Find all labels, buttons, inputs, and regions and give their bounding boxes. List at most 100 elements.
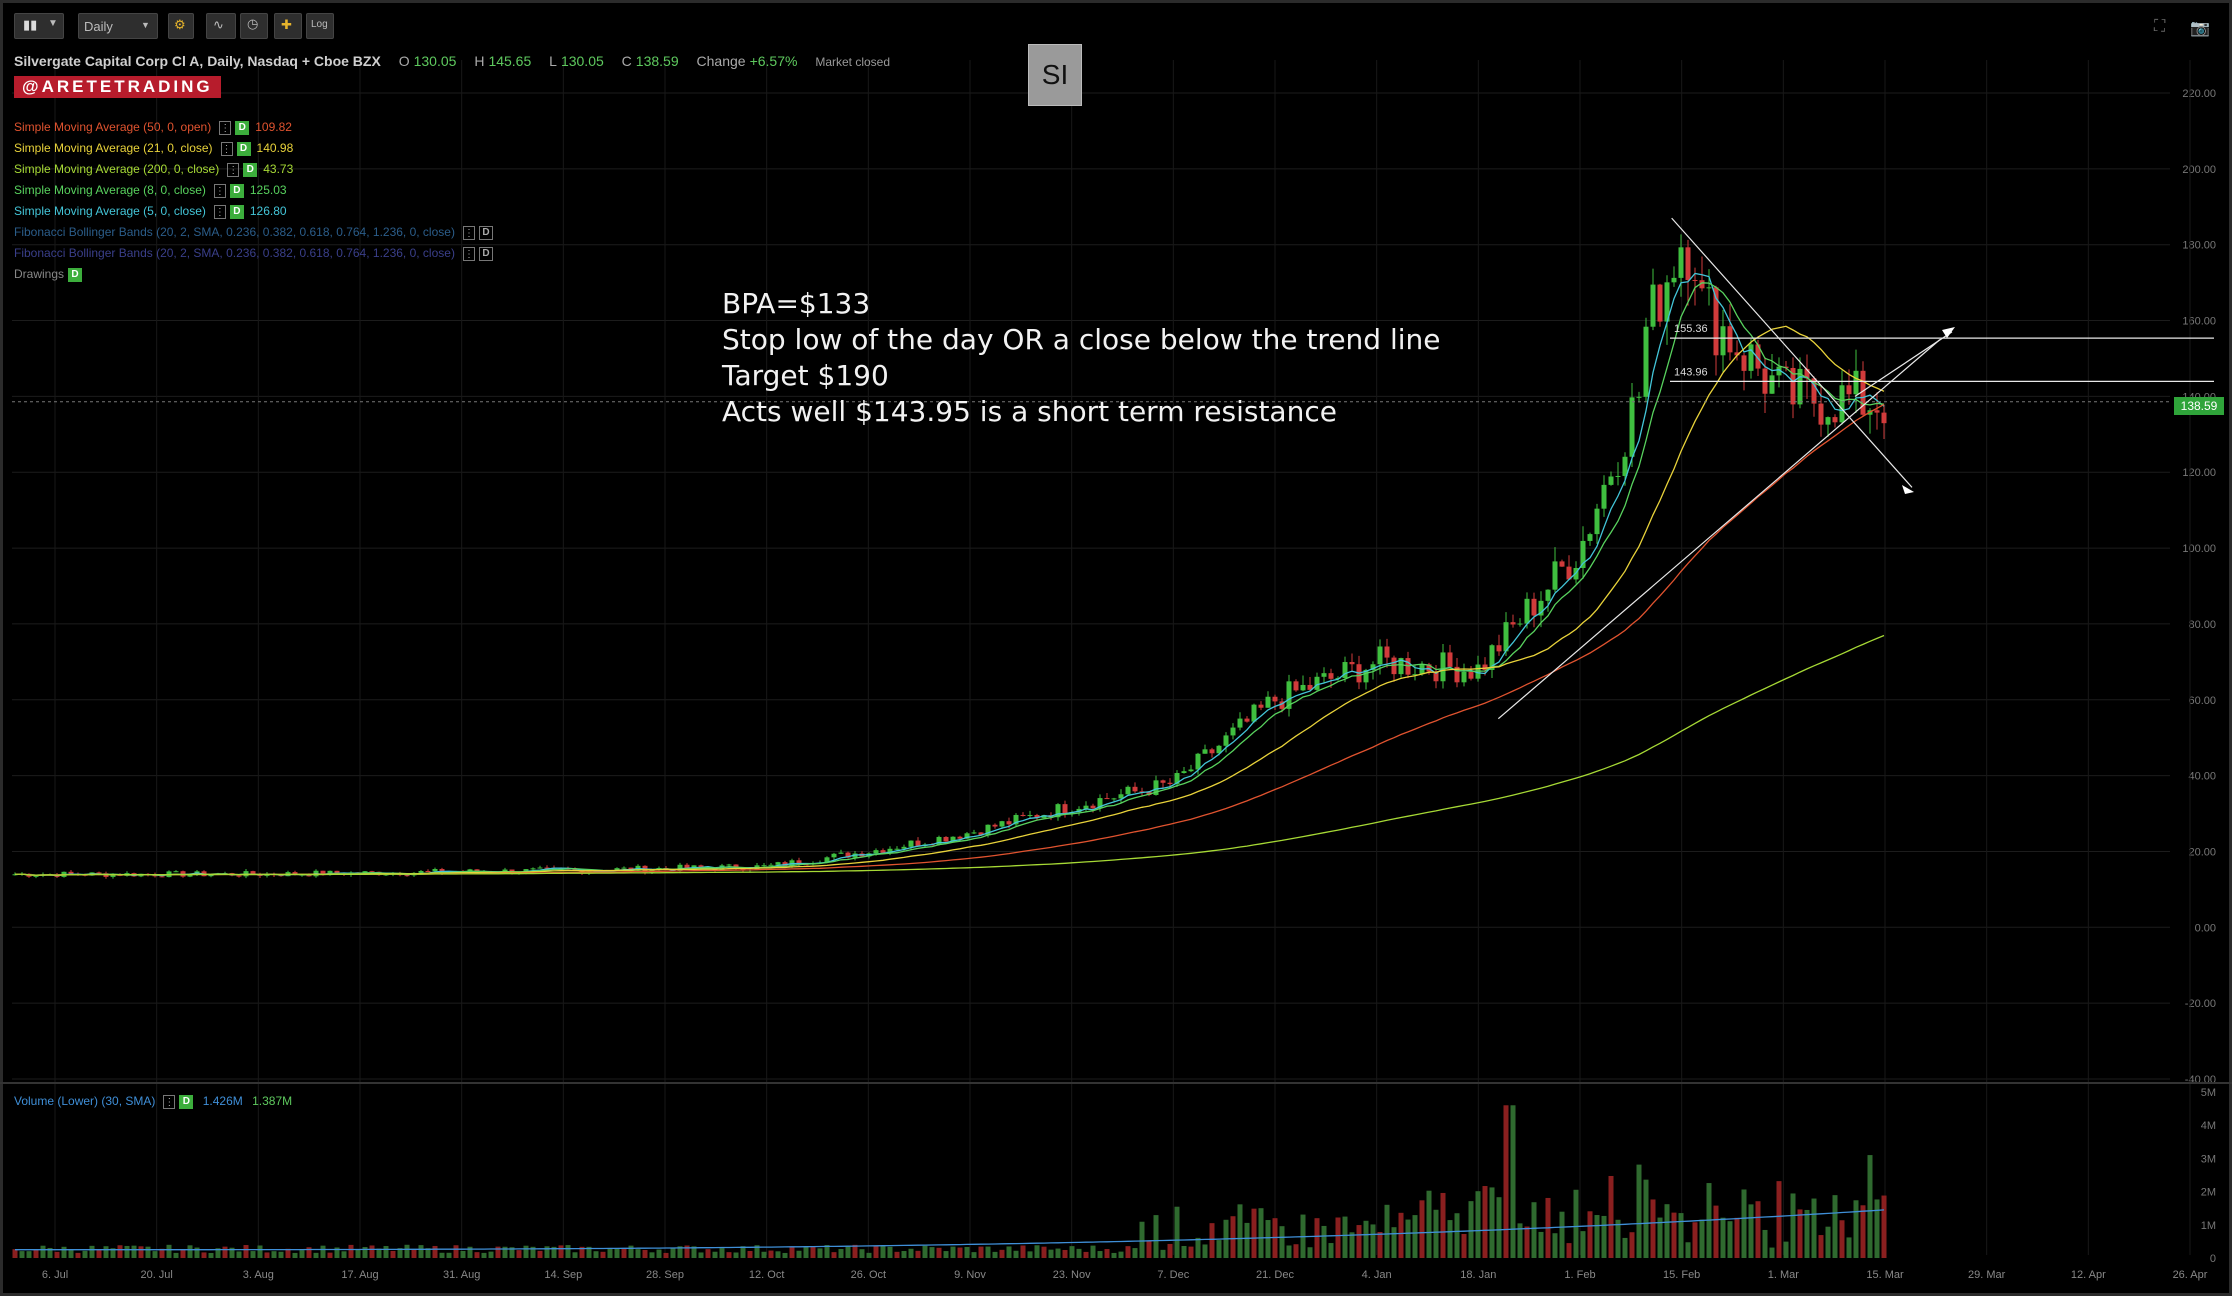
study-d-button[interactable]: D xyxy=(236,141,251,156)
volume-bar xyxy=(1090,1245,1096,1258)
volume-bar xyxy=(383,1246,389,1258)
candle-body xyxy=(1125,786,1131,795)
x-tick-label: 23. Nov xyxy=(1053,1269,1091,1281)
x-tick-label: 29. Mar xyxy=(1968,1269,2006,1281)
volume-bar xyxy=(712,1251,718,1258)
info-icon[interactable]: ⋮ xyxy=(163,1094,176,1109)
candle-body xyxy=(1846,385,1852,395)
volume-bar xyxy=(411,1249,417,1258)
study-d-button[interactable]: D xyxy=(235,120,250,135)
info-icon[interactable]: ⋮ xyxy=(213,204,226,219)
candle-body xyxy=(1349,662,1355,665)
candle-body xyxy=(873,850,879,854)
volume-bar xyxy=(327,1252,333,1258)
study-fib-bb-1[interactable]: Fibonacci Bollinger Bands (20, 2, SMA, 0… xyxy=(14,223,493,244)
info-icon[interactable]: ⋮ xyxy=(213,183,226,198)
study-fib-bb-2[interactable]: Fibonacci Bollinger Bands (20, 2, SMA, 0… xyxy=(14,244,493,265)
study-d-button[interactable]: D xyxy=(229,204,244,219)
volume-value-2: 1.387M xyxy=(252,1094,293,1108)
volume-bar xyxy=(397,1248,403,1258)
candles-icon: ▮▮ xyxy=(23,17,38,32)
study-sma-8[interactable]: Simple Moving Average (8, 0, close) ⋮ D 125… xyxy=(14,181,493,202)
chart-type-button[interactable]: ▮▮ ▼ xyxy=(14,13,64,39)
fullscreen-icon[interactable]: ⛶ xyxy=(2154,18,2166,35)
volume-legend[interactable]: Volume (Lower) (30, SMA) ⋮ D 1.426M 1.387M xyxy=(14,1094,292,1109)
candle-body xyxy=(1776,366,1782,376)
candle-body xyxy=(1300,684,1306,691)
volume-bar xyxy=(1118,1251,1124,1258)
volume-bar xyxy=(1755,1201,1761,1258)
candle-body xyxy=(1524,598,1530,624)
drawing-tools-button[interactable]: ✚ xyxy=(274,13,302,39)
volume-bar xyxy=(628,1245,634,1258)
study-sma-50[interactable]: Simple Moving Average (50, 0, open) ⋮ D 109… xyxy=(14,118,493,139)
info-icon[interactable]: ⋮ xyxy=(227,162,240,177)
volume-bar xyxy=(1034,1245,1040,1258)
candle-body xyxy=(1202,749,1208,754)
volume-tick-label: 1M xyxy=(2201,1220,2216,1232)
volume-bar xyxy=(950,1246,956,1258)
candle-body xyxy=(1797,368,1803,405)
candle-body xyxy=(1552,561,1558,590)
info-icon[interactable]: ⋮ xyxy=(462,225,475,240)
camera-icon[interactable]: 📷 xyxy=(2190,20,2210,37)
volume-bar xyxy=(600,1251,606,1258)
study-sma-200[interactable]: Simple Moving Average (200, 0, close) ⋮ D 4… xyxy=(14,160,493,181)
y-tick-label: 20.00 xyxy=(2188,846,2216,858)
volume-bar xyxy=(929,1247,935,1258)
study-d-button[interactable]: D xyxy=(478,246,493,261)
volume-bar xyxy=(1055,1248,1061,1258)
volume-bar xyxy=(1566,1243,1572,1258)
candle-body xyxy=(915,840,921,846)
candle-body xyxy=(1538,600,1544,616)
time-button[interactable]: ◷ xyxy=(240,13,268,39)
info-icon[interactable]: ⋮ xyxy=(220,141,233,156)
volume-bar xyxy=(768,1250,774,1258)
log-scale-button[interactable]: Log xyxy=(306,13,334,39)
volume-tick-label: 2M xyxy=(2201,1187,2216,1199)
volume-bar xyxy=(621,1248,627,1258)
volume-bar xyxy=(131,1245,137,1258)
candle-body xyxy=(1293,681,1299,691)
volume-bar xyxy=(845,1245,851,1258)
volume-bar xyxy=(278,1251,284,1258)
study-d-button[interactable]: D xyxy=(68,267,83,282)
x-tick-label: 28. Sep xyxy=(646,1269,684,1281)
settings-button[interactable]: ⚙ xyxy=(168,13,194,39)
volume-bar xyxy=(782,1252,788,1258)
candle-body xyxy=(1566,566,1572,580)
volume-bar xyxy=(1636,1164,1642,1258)
indicators-button[interactable]: ∿ xyxy=(206,13,236,39)
candle-body xyxy=(1118,794,1124,799)
study-d-button[interactable]: D xyxy=(179,1094,194,1109)
volume-bar xyxy=(1587,1211,1593,1258)
study-sma-21[interactable]: Simple Moving Average (21, 0, close) ⋮ D 14… xyxy=(14,139,493,160)
candle-body xyxy=(1622,456,1628,476)
volume-bar xyxy=(1461,1233,1467,1258)
volume-bar xyxy=(33,1249,39,1258)
volume-bar xyxy=(292,1252,298,1258)
study-sma-5[interactable]: Simple Moving Average (5, 0, close) ⋮ D 126… xyxy=(14,202,493,223)
study-d-button[interactable]: D xyxy=(243,162,258,177)
study-label: Simple Moving Average (21, 0, close) xyxy=(14,141,213,155)
volume-bar xyxy=(747,1250,753,1258)
volume-bar xyxy=(677,1246,683,1258)
candle-body xyxy=(1608,476,1614,485)
study-d-button[interactable]: D xyxy=(478,225,493,240)
candle-body xyxy=(33,875,39,877)
study-d-button[interactable]: D xyxy=(229,183,244,198)
volume-bar xyxy=(54,1251,60,1258)
timeframe-select[interactable]: Daily ▼ xyxy=(78,13,158,39)
volume-bar xyxy=(1286,1245,1292,1258)
candle-body xyxy=(250,871,256,875)
candle-body xyxy=(1678,247,1684,278)
info-icon[interactable]: ⋮ xyxy=(219,120,232,135)
info-icon[interactable]: ⋮ xyxy=(462,246,475,261)
volume-bar xyxy=(607,1248,613,1258)
study-drawings[interactable]: Drawings D xyxy=(14,265,493,286)
volume-bar xyxy=(544,1246,550,1258)
candle-body xyxy=(1531,598,1537,616)
volume-bar xyxy=(404,1244,410,1258)
y-tick-label: 80.00 xyxy=(2188,619,2216,631)
